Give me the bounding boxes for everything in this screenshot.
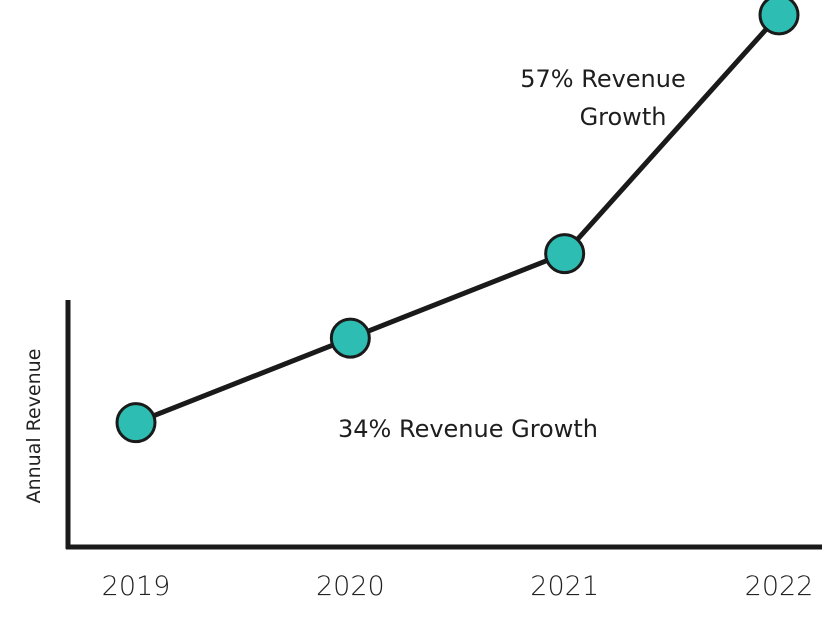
data-point-2022 [758, 0, 800, 36]
data-point-2019 [115, 402, 157, 444]
annotation-34-growth: 34% Revenue Growth [338, 415, 598, 443]
annotation-57-growth-line1: 57% Revenue [520, 65, 686, 93]
data-point-2020 [329, 317, 371, 359]
x-tick-labels: 2019 2020 2021 2022 [102, 571, 814, 602]
annotation-57-growth-line2: Growth [580, 103, 667, 131]
data-points [115, 0, 800, 444]
y-axis-label: Annual Revenue [23, 349, 45, 504]
x-tick-label-2022: 2022 [745, 571, 814, 602]
series-line-group [135, 13, 781, 426]
annotations: 34% Revenue Growth 57% Revenue Growth [338, 65, 686, 443]
x-tick-label-2020: 2020 [316, 571, 385, 602]
x-tick-label-2019: 2019 [102, 571, 171, 602]
axes: Annual Revenue [23, 300, 822, 550]
series-line [135, 13, 781, 426]
data-point-2021 [544, 233, 586, 275]
x-tick-label-2021: 2021 [530, 571, 599, 602]
